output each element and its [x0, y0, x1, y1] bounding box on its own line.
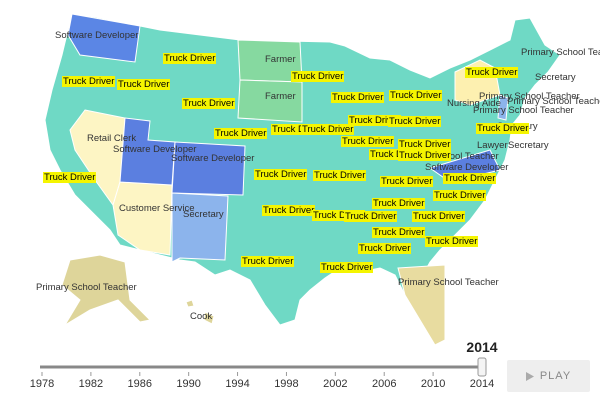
highlighted-label: Truck Driver [182, 98, 236, 109]
highlighted-label: Truck Driver [344, 211, 398, 222]
occupation-label: Secretary [183, 209, 224, 220]
highlighted-label: Truck Driver [301, 124, 355, 135]
state-sd [237, 79, 303, 123]
highlighted-label: Truck Driver [241, 256, 295, 267]
highlighted-label: Truck Driver [465, 67, 519, 78]
highlighted-label: Truck Driver [388, 116, 442, 127]
highlighted-label: Truck Driver [372, 227, 426, 238]
year-label: 1982 [79, 378, 103, 390]
year-label: 1994 [225, 378, 249, 390]
highlighted-label: Truck Driver [372, 198, 426, 209]
highlighted-label: Truck Driver [320, 262, 374, 273]
year-label: 2014 [470, 378, 494, 390]
occupation-label: Software Developer [55, 30, 139, 41]
occupation-label: Primary School Teacher [36, 282, 137, 293]
highlighted-label: Truck Driver [369, 149, 423, 160]
occupation-label: Primary School Teacher [521, 47, 600, 58]
highlighted-label: Truck Driver [291, 71, 345, 82]
occupation-label: Retail Clerk [87, 133, 137, 144]
highlighted-label: Truck Driver [117, 79, 171, 90]
highlighted-label: Truck Driver [398, 150, 452, 161]
occupation-label: Primary School Teacher [398, 277, 499, 288]
year-label: 2010 [421, 378, 445, 390]
highlighted-label: Truck Driver [271, 124, 325, 135]
state-hi [185, 299, 195, 308]
state-nm [171, 192, 229, 263]
occupation-label: Customer Service [119, 203, 195, 214]
slider-thumb[interactable] [477, 357, 487, 377]
year-label: 1998 [274, 378, 298, 390]
occupation-label: Primary School Teacher [507, 96, 600, 107]
highlighted-label: Truck Driver [313, 170, 367, 181]
highlighted-label: Truck Driver [412, 211, 466, 222]
year-label: 2006 [372, 378, 396, 390]
state-co [171, 141, 246, 196]
highlighted-label: Truck Driver [254, 169, 308, 180]
occupation-label: Nursing Aide [447, 98, 501, 109]
year-label: 2002 [323, 378, 347, 390]
occupation-label: Software Developer [113, 144, 197, 155]
highlighted-label: Truck Driver [348, 115, 402, 126]
highlighted-label: Truck Driver [476, 123, 530, 134]
highlighted-label: Truck Driver [43, 172, 97, 183]
highlighted-label: Truck Driver [389, 90, 443, 101]
occupation-label: Primary School Teacher [473, 105, 574, 116]
state-fl [397, 264, 446, 346]
occupation-label: Lawyer [477, 140, 508, 151]
occupation-label: Primary School Teacher [479, 91, 580, 102]
highlighted-label: Truck Driver [398, 139, 452, 150]
occupation-label: Farmer [265, 54, 296, 65]
current-year: 2014 [466, 339, 497, 355]
highlighted-label: Truck Driver [163, 53, 217, 64]
highlighted-label: Truck Driver [425, 236, 479, 247]
occupation-label: Software Developer [425, 162, 509, 173]
highlighted-label: Truck Driver [380, 176, 434, 187]
highlighted-label: Truck Driver [443, 173, 497, 184]
occupation-label: Software Developer [171, 153, 255, 164]
highlighted-label: Truck Driver [62, 76, 116, 87]
timeline: 1978 1982 1986 1990 1994 1998 2002 2006 2010 2014… [30, 339, 498, 390]
year-label: 1978 [30, 378, 54, 390]
state-wa [67, 13, 141, 63]
highlighted-label: Truck Driver [358, 243, 412, 254]
occupation-label: Secretary [535, 72, 576, 83]
highlighted-label: Truck Driver [341, 136, 395, 147]
play-button[interactable]: PLAY [507, 360, 590, 392]
highlighted-label: Truck Driver [331, 92, 385, 103]
state-hi [203, 311, 215, 325]
highlighted-label: Truck Driver [433, 190, 487, 201]
highlighted-label: Truck Driver [312, 210, 366, 221]
occupation-label: Secretary [508, 140, 549, 151]
play-icon [525, 371, 534, 381]
occupation-label: Farmer [265, 91, 296, 102]
state-ak [61, 254, 152, 326]
play-label: PLAY [539, 370, 572, 382]
year-label: 1990 [176, 378, 200, 390]
year-label: 1986 [128, 378, 152, 390]
occupation-label: Cook [190, 311, 213, 322]
state-nj [497, 94, 509, 121]
highlighted-label: Truck Driver [214, 128, 268, 139]
highlighted-label: Truck Driver [262, 205, 316, 216]
